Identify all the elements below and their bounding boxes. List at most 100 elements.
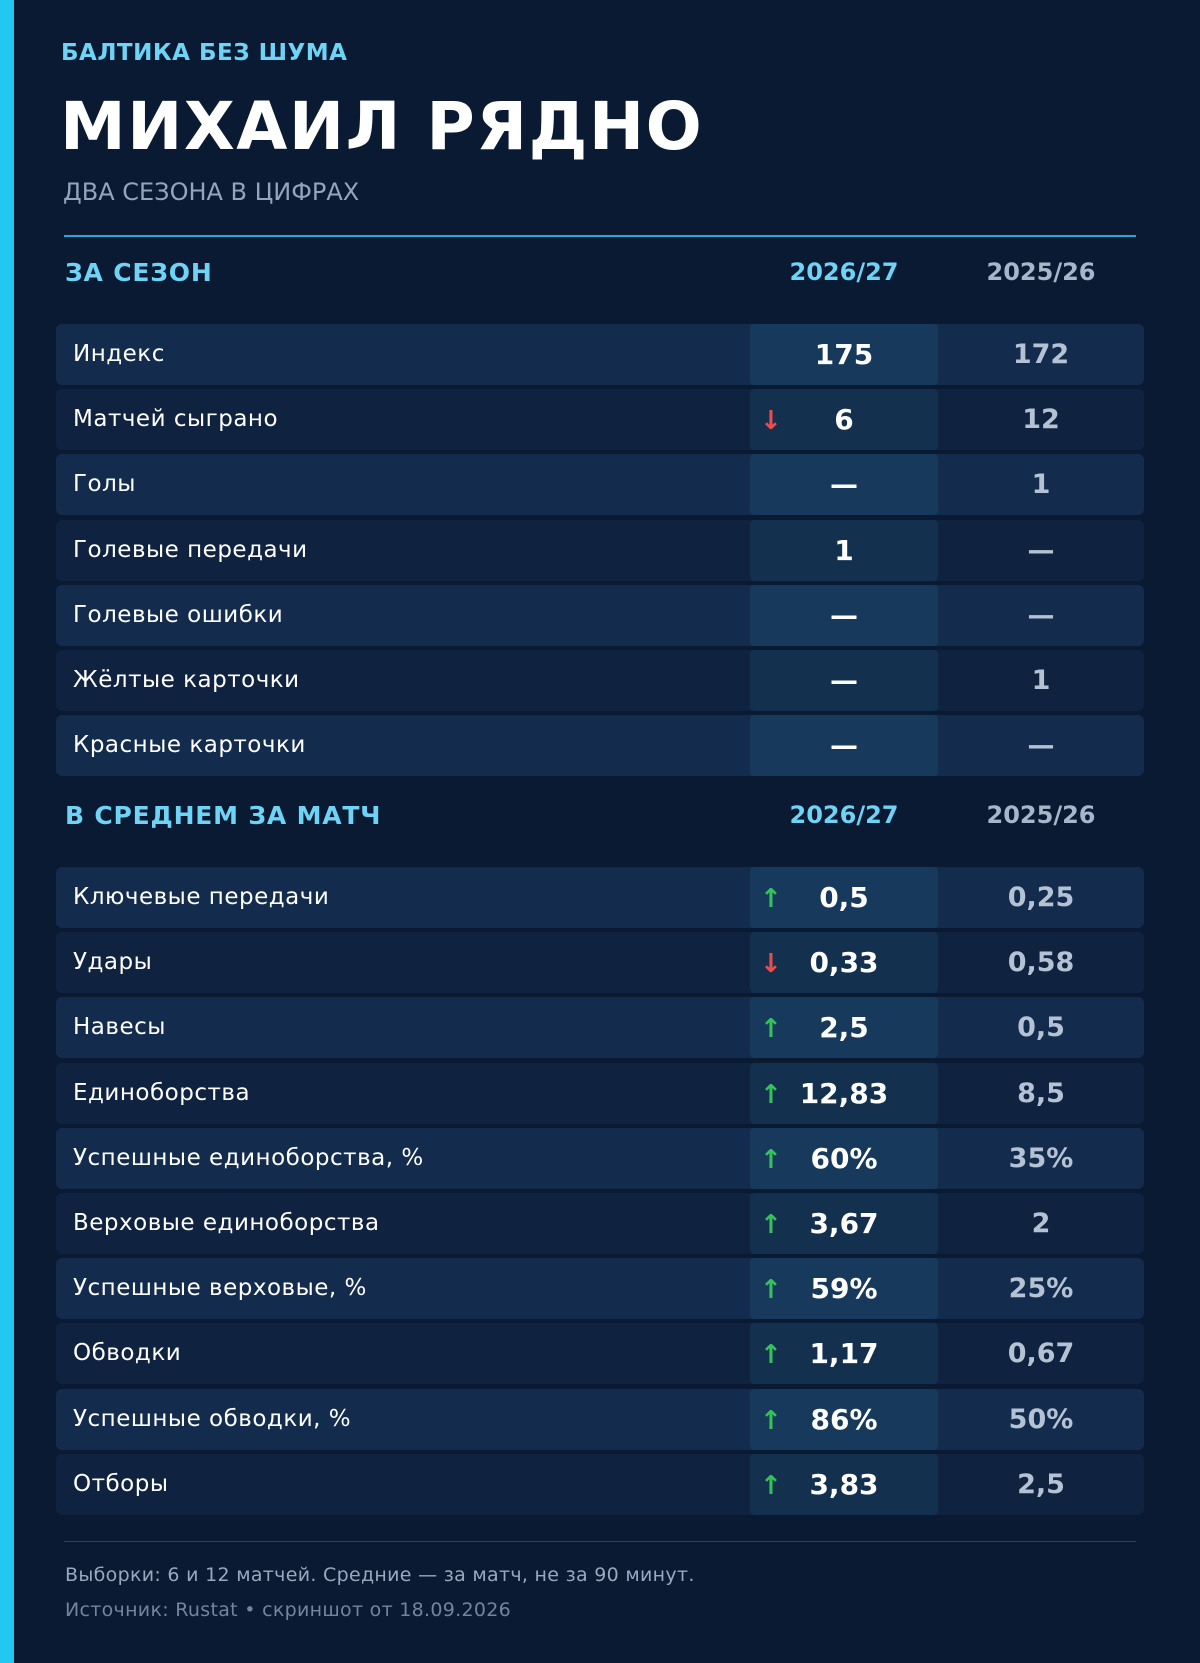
stats-card: БАЛТИКА БЕЗ ШУМА МИХАИЛ РЯДНО ДВА СЕЗОНА… — [56, 0, 1144, 1663]
current-season-cell: ↑ 59% — [750, 1258, 938, 1319]
row-label: Ключевые передачи — [73, 884, 330, 910]
current-value: 59% — [810, 1272, 878, 1305]
arrow-down-icon: ↓ — [760, 949, 782, 979]
table-row: Голевые ошибки — — — [56, 585, 1144, 646]
previous-value: 25% — [1008, 1273, 1074, 1304]
arrow-up-icon: ↑ — [760, 1014, 782, 1044]
footer-divider — [64, 1541, 1136, 1542]
current-season-cell: ↑ 2,5 — [750, 997, 938, 1058]
per-match-col-previous: 2025/26 — [986, 801, 1096, 829]
current-season-cell: ↑ 0,5 — [750, 867, 938, 928]
row-label: Верховые единоборства — [73, 1210, 380, 1236]
row-label: Голы — [73, 471, 136, 497]
current-season-cell: ↓ 0,33 — [750, 932, 938, 993]
current-value: 3,67 — [809, 1207, 879, 1240]
row-label: Отборы — [73, 1471, 169, 1497]
current-value: 60% — [810, 1142, 878, 1175]
current-value: — — [830, 729, 858, 762]
current-value: 1 — [834, 534, 854, 567]
row-label: Жёлтые карточки — [73, 667, 300, 693]
arrow-up-icon: ↑ — [760, 1080, 782, 1110]
previous-value: 0,5 — [1017, 1012, 1065, 1043]
header-divider — [64, 235, 1136, 237]
source-line: Источник: Rustat • скриншот от 18.09.202… — [65, 1599, 512, 1621]
table-row: Жёлтые карточки — 1 — [56, 650, 1144, 711]
current-season-cell: ↑ 60% — [750, 1128, 938, 1189]
current-season-cell: ↓ 6 — [750, 389, 938, 450]
previous-value: 50% — [1008, 1404, 1074, 1435]
season-section-header: ЗА СЕЗОН 2026/27 2025/26 — [56, 258, 1144, 298]
row-label: Успешные верховые, % — [73, 1275, 367, 1301]
kicker: БАЛТИКА БЕЗ ШУМА — [61, 40, 348, 66]
per-match-col-current: 2026/27 — [789, 801, 899, 829]
table-row: Обводки ↑ 1,17 0,67 — [56, 1323, 1144, 1384]
arrow-up-icon: ↑ — [760, 1406, 782, 1436]
arrow-up-icon: ↑ — [760, 884, 782, 914]
row-label: Успешные обводки, % — [73, 1406, 352, 1432]
current-value: 0,33 — [809, 946, 879, 979]
season-col-previous: 2025/26 — [986, 258, 1096, 286]
table-row: Успешные обводки, % ↑ 86% 50% — [56, 1389, 1144, 1450]
table-row: Отборы ↑ 3,83 2,5 — [56, 1454, 1144, 1515]
previous-value: 2 — [1031, 1208, 1051, 1239]
current-value: — — [830, 664, 858, 697]
previous-value: — — [1027, 535, 1055, 566]
table-row: Единоборства ↑ 12,83 8,5 — [56, 1063, 1144, 1124]
current-season-cell: — — [750, 715, 938, 776]
table-row: Успешные верховые, % ↑ 59% 25% — [56, 1258, 1144, 1319]
table-row: Голевые передачи 1 — — [56, 520, 1144, 581]
current-value: 3,83 — [809, 1468, 879, 1501]
previous-value: 35% — [1008, 1143, 1074, 1174]
current-season-cell: ↑ 86% — [750, 1389, 938, 1450]
current-season-cell: ↑ 1,17 — [750, 1323, 938, 1384]
table-row: Удары ↓ 0,33 0,58 — [56, 932, 1144, 993]
row-label: Обводки — [73, 1340, 182, 1366]
current-season-cell: — — [750, 585, 938, 646]
current-season-cell: ↑ 3,67 — [750, 1193, 938, 1254]
current-value: — — [830, 599, 858, 632]
row-label: Матчей сыграно — [73, 406, 279, 432]
current-season-cell: ↑ 12,83 — [750, 1063, 938, 1124]
current-value: 0,5 — [819, 881, 869, 914]
page-title: МИХАИЛ РЯДНО — [60, 88, 704, 165]
previous-value: 1 — [1031, 469, 1051, 500]
current-value: 12,83 — [799, 1077, 889, 1110]
row-label: Индекс — [73, 341, 165, 367]
row-label: Удары — [73, 949, 153, 975]
current-season-cell: — — [750, 454, 938, 515]
arrow-up-icon: ↑ — [760, 1145, 782, 1175]
table-row: Индекс 175 172 — [56, 324, 1144, 385]
current-value: 1,17 — [809, 1337, 879, 1370]
previous-value: 172 — [1012, 339, 1070, 370]
current-value: 2,5 — [819, 1011, 869, 1044]
previous-value: 12 — [1022, 404, 1060, 435]
season-col-current: 2026/27 — [789, 258, 899, 286]
table-row: Красные карточки — — — [56, 715, 1144, 776]
current-value: 86% — [810, 1403, 878, 1436]
table-row: Верховые единоборства ↑ 3,67 2 — [56, 1193, 1144, 1254]
previous-value: 2,5 — [1017, 1469, 1065, 1500]
previous-value: 0,58 — [1007, 947, 1075, 978]
row-label: Голевые ошибки — [73, 602, 284, 628]
arrow-down-icon: ↓ — [760, 406, 782, 436]
table-row: Матчей сыграно ↓ 6 12 — [56, 389, 1144, 450]
table-row: Ключевые передачи ↑ 0,5 0,25 — [56, 867, 1144, 928]
season-section-title: ЗА СЕЗОН — [65, 258, 213, 287]
table-row: Голы — 1 — [56, 454, 1144, 515]
previous-value: 0,67 — [1007, 1338, 1075, 1369]
current-season-cell: ↑ 3,83 — [750, 1454, 938, 1515]
row-label: Голевые передачи — [73, 537, 308, 563]
table-row: Успешные единоборства, % ↑ 60% 35% — [56, 1128, 1144, 1189]
footnote: Выборки: 6 и 12 матчей. Средние — за мат… — [65, 1564, 695, 1586]
current-value: — — [830, 468, 858, 501]
arrow-up-icon: ↑ — [760, 1340, 782, 1370]
previous-value: — — [1027, 730, 1055, 761]
arrow-up-icon: ↑ — [760, 1471, 782, 1501]
row-label: Успешные единоборства, % — [73, 1145, 424, 1171]
current-value: 6 — [834, 403, 854, 436]
current-season-cell: 175 — [750, 324, 938, 385]
arrow-up-icon: ↑ — [760, 1275, 782, 1305]
current-season-cell: 1 — [750, 520, 938, 581]
row-label: Единоборства — [73, 1080, 251, 1106]
per-match-section-title: В СРЕДНЕМ ЗА МАТЧ — [65, 801, 382, 830]
